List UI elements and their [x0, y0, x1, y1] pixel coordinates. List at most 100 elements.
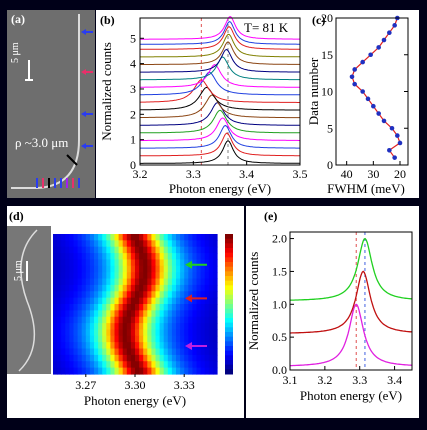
heatmap-cell — [184, 310, 189, 318]
y-tick-label: 10 — [321, 85, 333, 99]
heatmap-cell — [57, 329, 62, 337]
heatmap-cell — [176, 304, 181, 311]
heatmap-cell — [102, 354, 107, 362]
heatmap-cell — [167, 265, 173, 273]
heatmap-cell — [57, 297, 62, 305]
heatmap-cell — [155, 291, 161, 299]
heatmap-cell — [122, 323, 128, 331]
heatmap-cell — [118, 354, 124, 362]
heatmap-cell — [69, 354, 75, 362]
heatmap-cell — [212, 284, 218, 292]
heatmap-cell — [167, 323, 173, 331]
heatmap-cell — [155, 316, 161, 324]
heatmap-cell — [167, 291, 173, 299]
heatmap-cell — [110, 310, 116, 318]
heatmap-cell — [98, 354, 103, 362]
heatmap-cell — [81, 348, 87, 356]
heatmap-cell — [184, 367, 189, 375]
heatmap-cell — [57, 354, 62, 362]
heatmap-cell — [73, 323, 79, 331]
heatmap-cell — [106, 354, 111, 362]
heatmap-cell — [204, 253, 210, 261]
heatmap-cell — [143, 367, 148, 375]
heatmap-cell — [151, 310, 157, 318]
heatmap-cell — [81, 335, 87, 343]
panel-a-image: (a) 5 μm ρ ~3.0 μm — [7, 10, 95, 198]
heatmap-cell — [196, 240, 202, 248]
heatmap-cell — [65, 329, 70, 337]
heatmap-cell — [192, 354, 198, 362]
heatmap-cell — [167, 259, 173, 267]
x-tick-label: 40 — [341, 167, 353, 181]
heatmap-cell — [98, 297, 103, 305]
y-tick-label: 0 — [130, 158, 136, 172]
heatmap-cell — [130, 272, 136, 280]
heatmap-cell — [81, 316, 87, 324]
heatmap-cell — [130, 354, 136, 362]
heatmap-cell — [208, 234, 214, 241]
heatmap-cell — [106, 265, 111, 273]
heatmap-cell — [69, 304, 75, 311]
heatmap-cell — [114, 361, 120, 369]
heatmap-cell — [114, 354, 120, 362]
heatmap-cell — [57, 291, 62, 299]
heatmap-cell — [155, 253, 161, 261]
heatmap-cell — [151, 297, 157, 305]
heatmap-cell — [89, 259, 95, 267]
heatmap-cell — [204, 335, 210, 343]
heatmap-cell — [73, 329, 79, 337]
heatmap-cell — [188, 367, 193, 375]
heatmap-cell — [122, 259, 128, 267]
heatmap-cell — [77, 354, 83, 362]
heatmap-cell — [130, 323, 136, 331]
heatmap-cell — [57, 253, 62, 261]
heatmap-cell — [192, 234, 198, 241]
heatmap-cell — [130, 335, 136, 343]
heatmap-cell — [135, 284, 140, 292]
heatmap-cell — [130, 234, 136, 241]
heatmap-cell — [126, 354, 132, 362]
heatmap-cell — [53, 342, 58, 350]
heatmap-cell — [69, 278, 75, 286]
heatmap-cell — [200, 253, 206, 261]
heatmap-cell — [73, 259, 79, 267]
heatmap-cell — [126, 323, 132, 331]
heatmap-cell — [102, 361, 107, 369]
heatmap-cell — [180, 284, 185, 292]
heatmap-cell — [102, 367, 107, 375]
heatmap-cell — [94, 316, 99, 324]
y-tick-label: 0 — [327, 158, 333, 172]
heatmap-cell — [139, 304, 144, 311]
heatmap-cell — [180, 304, 185, 311]
heatmap-cell — [171, 272, 177, 280]
heatmap-cell — [85, 240, 91, 248]
heatmap-cell — [77, 265, 83, 273]
heatmap-cell — [192, 240, 198, 248]
heatmap-cell — [139, 234, 144, 241]
heatmap-cell — [163, 342, 169, 350]
heatmap-cell — [81, 234, 87, 241]
heatmap-cell — [89, 240, 95, 248]
heatmap-cell — [159, 253, 165, 261]
heatmap-cell — [126, 361, 132, 369]
heatmap-cell — [102, 348, 107, 356]
heatmap-cell — [180, 265, 185, 273]
heatmap-cell — [176, 240, 181, 248]
heatmap-cell — [114, 253, 120, 261]
colorbar-segment — [225, 271, 233, 277]
heatmap-cell — [98, 348, 103, 356]
heatmap-cell — [98, 272, 103, 280]
heatmap-cell — [53, 284, 58, 292]
heatmap-cell — [81, 329, 87, 337]
heatmap-cell — [126, 278, 132, 286]
heatmap-cell — [180, 361, 185, 369]
heatmap-cell — [184, 265, 189, 273]
heatmap-cell — [163, 284, 169, 292]
heatmap-cell — [188, 335, 193, 343]
colorbar-segment — [225, 262, 233, 268]
heatmap-cell — [53, 354, 58, 362]
heatmap-cell — [65, 234, 70, 241]
heatmap-cell — [65, 240, 70, 248]
direction-arrow-head — [81, 111, 86, 117]
